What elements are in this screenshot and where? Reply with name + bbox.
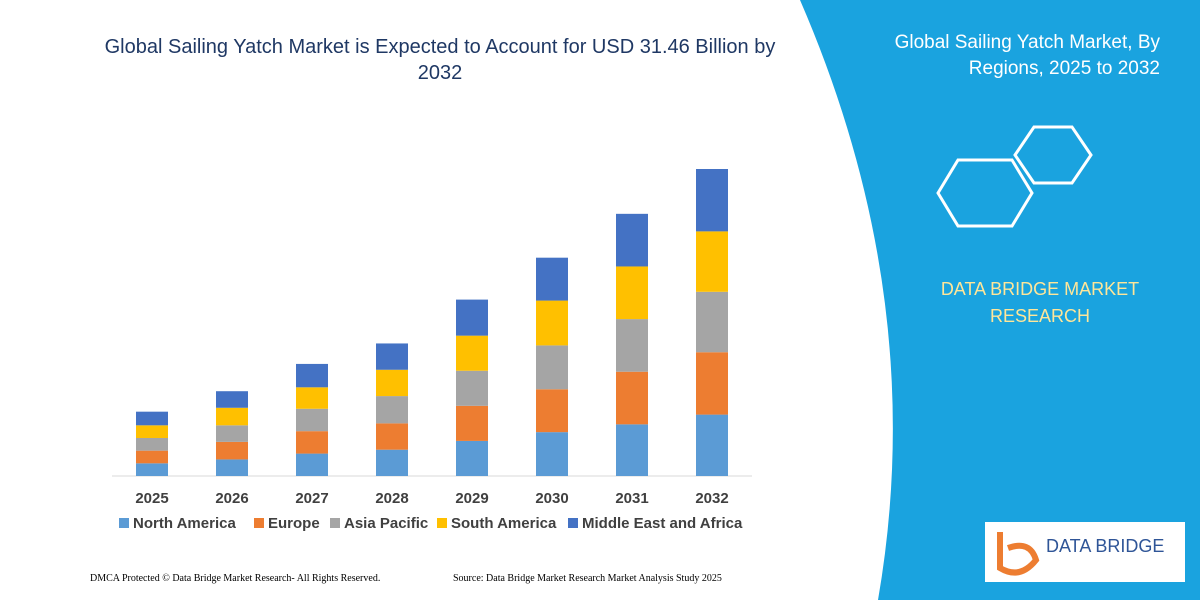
panel-title: Global Sailing Yatch Market, By Regions,…	[894, 32, 1160, 79]
legend-label: North America	[133, 515, 236, 532]
x-tick-label: 2031	[615, 490, 648, 507]
bar-segment	[536, 300, 568, 346]
logo-mark	[997, 532, 1040, 576]
bar-segment	[456, 370, 488, 406]
bar-segment	[296, 431, 328, 454]
chart-title: Global Sailing Yatch Market is Expected …	[104, 36, 776, 84]
brand: DATA BRIDGE MARKET RESEARCH	[940, 279, 1140, 326]
x-tick-label: 2025	[135, 490, 168, 507]
bar-segment	[456, 299, 488, 336]
bar-segment	[536, 432, 568, 476]
x-tick-label: 2032	[695, 490, 728, 507]
bar-segment	[296, 453, 328, 476]
bar-segment	[616, 424, 648, 476]
hexagon	[1013, 125, 1093, 185]
x-tick-label: 2026	[215, 490, 248, 507]
x-tick-label: 2030	[535, 490, 568, 507]
legend-label: Europe	[268, 515, 320, 532]
legend-swatch	[330, 518, 340, 528]
bar-segment	[376, 396, 408, 424]
bar-segment	[136, 463, 168, 476]
logo-text: DATA BRIDGE	[1046, 536, 1165, 556]
bar-segment	[696, 169, 728, 232]
legend-label: Asia Pacific	[344, 515, 428, 532]
side-panel	[800, 0, 1200, 600]
legend-swatch	[568, 518, 578, 528]
bar-segment	[696, 352, 728, 415]
bar-segment	[616, 266, 648, 320]
bar-segment	[696, 291, 728, 353]
bar-segment	[296, 363, 328, 388]
legend-label: Middle East and Africa	[582, 515, 743, 532]
bar-segment	[136, 425, 168, 438]
x-tick-label: 2027	[295, 490, 328, 507]
bar-segment	[456, 440, 488, 476]
legend-swatch	[437, 518, 447, 528]
bar-segment	[216, 391, 248, 408]
chart: 2025 2026 2027 2028 2029 2030 2031 2032 North Am…	[112, 169, 752, 532]
bar-segment	[136, 411, 168, 426]
bar-segment	[296, 387, 328, 409]
bar-segment	[296, 408, 328, 432]
x-tick-label: 2029	[455, 490, 488, 507]
bar-segment	[216, 425, 248, 442]
bar-segment	[376, 369, 408, 397]
bar-segment	[696, 414, 728, 476]
legend-label: South America	[451, 515, 557, 532]
bar-segment	[216, 407, 248, 426]
bar-segment	[616, 319, 648, 372]
bar-segment	[616, 213, 648, 267]
footer-right: Source: Data Bridge Market Research Mark…	[453, 573, 722, 584]
bar-segment	[136, 437, 168, 451]
bar-segment	[696, 231, 728, 292]
bar-segment	[536, 257, 568, 301]
legend-swatch	[119, 518, 129, 528]
bar-segment	[376, 423, 408, 450]
footer-left: DMCA Protected © Data Bridge Market Rese…	[90, 573, 381, 584]
bar-segment	[536, 389, 568, 433]
bar-segment	[216, 459, 248, 476]
bar-segment	[136, 450, 168, 464]
bar-segment	[216, 441, 248, 460]
bar-segment	[616, 371, 648, 425]
bar-segment	[376, 343, 408, 370]
bar-segment	[456, 405, 488, 441]
bar-segment	[456, 335, 488, 371]
legend-swatch	[254, 518, 264, 528]
hexagon	[936, 158, 1034, 228]
bar-segment	[536, 345, 568, 390]
bar-segment	[376, 449, 408, 476]
x-tick-label: 2028	[375, 490, 408, 507]
